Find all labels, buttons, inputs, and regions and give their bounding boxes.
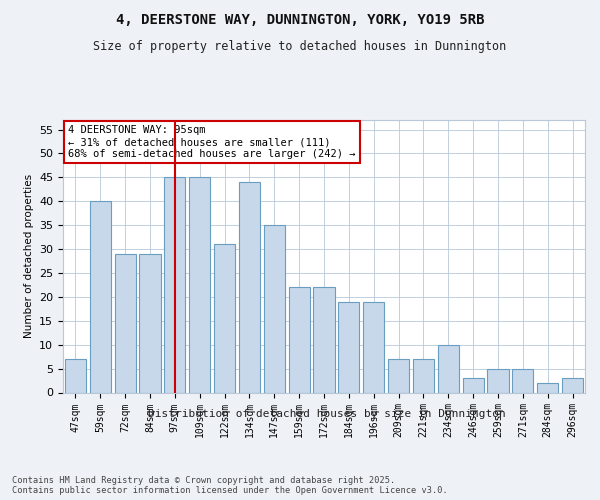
- Bar: [487, 368, 509, 392]
- Bar: [139, 254, 161, 392]
- Bar: [438, 344, 459, 393]
- Bar: [562, 378, 583, 392]
- Text: Contains HM Land Registry data © Crown copyright and database right 2025.
Contai: Contains HM Land Registry data © Crown c…: [12, 476, 448, 495]
- Text: 4, DEERSTONE WAY, DUNNINGTON, YORK, YO19 5RB: 4, DEERSTONE WAY, DUNNINGTON, YORK, YO19…: [116, 12, 484, 26]
- Bar: [463, 378, 484, 392]
- Text: Size of property relative to detached houses in Dunnington: Size of property relative to detached ho…: [94, 40, 506, 53]
- Bar: [239, 182, 260, 392]
- Bar: [90, 202, 111, 392]
- Bar: [338, 302, 359, 392]
- Bar: [313, 288, 335, 393]
- Text: 4 DEERSTONE WAY: 95sqm
← 31% of detached houses are smaller (111)
68% of semi-de: 4 DEERSTONE WAY: 95sqm ← 31% of detached…: [68, 126, 356, 158]
- Bar: [189, 178, 210, 392]
- Bar: [388, 359, 409, 392]
- Bar: [214, 244, 235, 392]
- Bar: [413, 359, 434, 392]
- Bar: [115, 254, 136, 392]
- Bar: [164, 178, 185, 392]
- Text: Distribution of detached houses by size in Dunnington: Distribution of detached houses by size …: [148, 409, 506, 419]
- Bar: [289, 288, 310, 393]
- Y-axis label: Number of detached properties: Number of detached properties: [23, 174, 34, 338]
- Bar: [512, 368, 533, 392]
- Bar: [264, 225, 285, 392]
- Bar: [65, 359, 86, 392]
- Bar: [537, 383, 558, 392]
- Bar: [363, 302, 384, 392]
